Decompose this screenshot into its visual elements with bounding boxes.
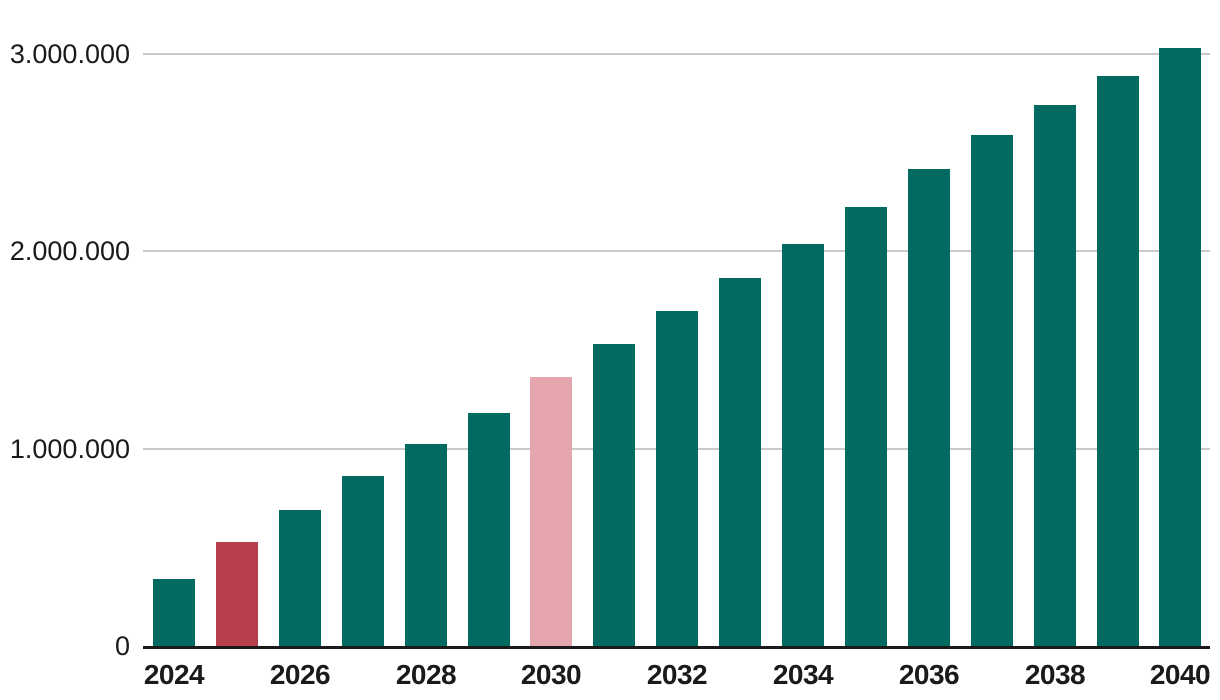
y-axis-label-2000000: 2.000.000 [9,236,130,266]
x-axis-label-2026: 2026 [269,659,331,690]
x-axis-label-2036: 2036 [898,659,960,690]
bar-2031 [593,344,635,646]
bar-2033 [719,278,761,646]
bar-2027 [342,476,384,646]
x-axis-label-2032: 2032 [646,659,708,690]
x-axis-label-2024: 2024 [143,659,205,690]
bar-2036 [908,169,950,646]
bar-2024 [153,579,195,646]
y-axis-label-0: 0 [114,631,130,661]
bar-2032 [656,311,698,646]
bar-2038 [1034,105,1076,646]
x-axis-label-2040: 2040 [1149,659,1211,690]
bar-2025 [216,542,258,646]
bar-2030 [530,377,572,646]
x-axis-label-2030: 2030 [520,659,582,690]
bar-2035 [845,207,887,646]
bar-2034 [782,244,824,646]
x-axis-label-2028: 2028 [395,659,457,690]
x-axis-label-2034: 2034 [772,659,834,690]
y-axis-label-3000000: 3.000.000 [9,38,130,69]
gridline-3000000 [143,52,1210,55]
y-axis-label-1000000: 1.000.000 [9,433,130,464]
bar-2037 [971,135,1013,646]
bar-2040 [1159,48,1201,646]
bar-2026 [279,510,321,646]
gridline-2000000 [143,250,1210,252]
bar-2028 [405,444,447,646]
x-axis-line [143,646,1210,649]
x-axis-label-2038: 2038 [1024,659,1086,690]
bar-2039 [1097,76,1139,646]
bar-2029 [468,413,510,646]
